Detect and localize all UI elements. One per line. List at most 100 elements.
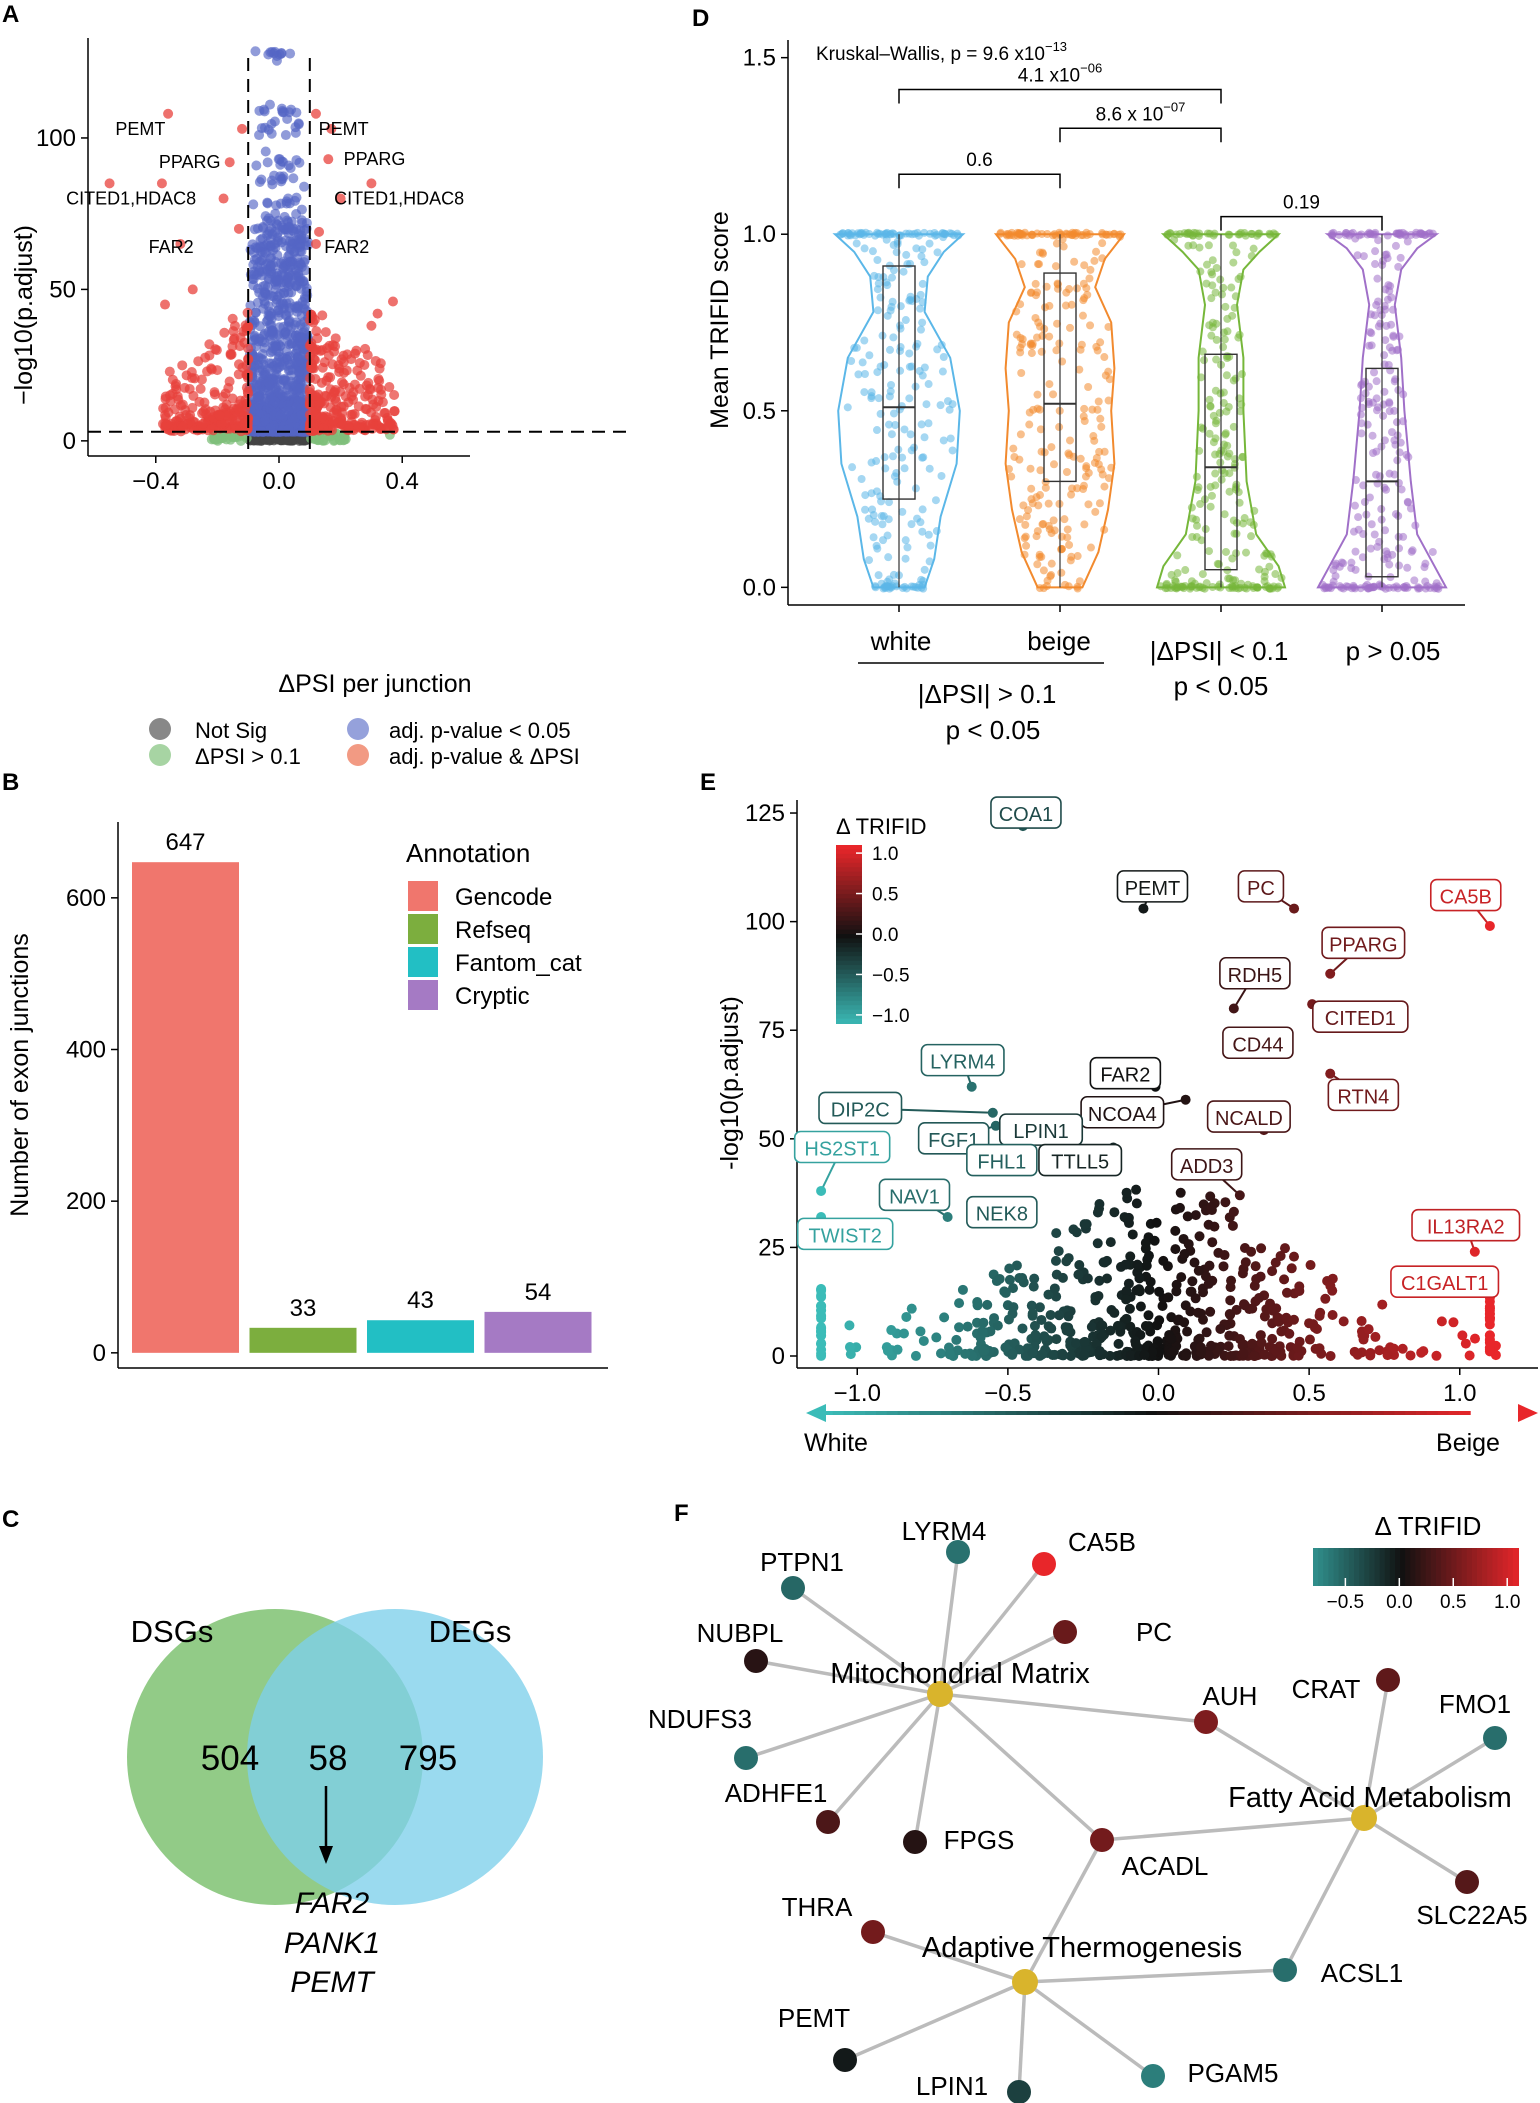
- panel-a-point: [248, 280, 259, 291]
- violin-point: [878, 230, 887, 239]
- violin-point: [1385, 399, 1394, 408]
- panel-e-point: [1094, 1275, 1105, 1286]
- colorbar-segment: [836, 942, 862, 949]
- panel-a-point: [263, 49, 274, 60]
- violin-point: [1104, 322, 1113, 331]
- panel-e-point: [1045, 1309, 1056, 1320]
- violin-point: [1366, 310, 1375, 319]
- panel-e-point: [1193, 1307, 1204, 1318]
- network-edge: [1023, 1839, 1104, 1983]
- violin-point: [1220, 510, 1229, 519]
- panel-e-ytick-label: 50: [758, 1126, 785, 1153]
- gene-point-pemt: [1138, 903, 1149, 914]
- panel-e-point: [1259, 1349, 1270, 1360]
- violin-point: [1052, 239, 1061, 248]
- panel-a-point: [370, 411, 381, 422]
- gene-box-dip2c: [818, 1091, 903, 1125]
- violin-point: [1094, 397, 1103, 406]
- panel-e-point: [1008, 1283, 1019, 1294]
- violin-point: [1033, 390, 1042, 399]
- panel-d-violin: Mean TRIFID score Kruskal–Wallis, p = 9.…: [706, 39, 1465, 745]
- violin-point: [1403, 497, 1412, 506]
- panel-a-point: [269, 170, 280, 181]
- panel-e-point: [1125, 1350, 1136, 1361]
- panel-e-point: [1051, 1228, 1062, 1239]
- violin-point: [1188, 231, 1197, 240]
- violin-point: [1012, 307, 1021, 316]
- panel-a-point: [306, 341, 317, 352]
- venn-deg-circle: [247, 1609, 543, 1905]
- panel-e-point: [1363, 1324, 1374, 1335]
- violin-point: [1173, 569, 1182, 578]
- violin-point: [1381, 526, 1390, 535]
- violin-point: [1009, 444, 1018, 453]
- violin-point: [1358, 403, 1367, 412]
- violin-point: [857, 475, 866, 484]
- violin-point: [1395, 544, 1404, 553]
- panel-a-point: [224, 376, 235, 387]
- violin-point: [1229, 576, 1238, 585]
- panel-e-point: [1029, 1273, 1040, 1284]
- panel-a-point: [195, 383, 206, 394]
- panel-e-point: [1028, 1281, 1039, 1292]
- panel-a-point: [266, 392, 277, 403]
- gene-box-coa1: [990, 796, 1062, 829]
- violin-point: [1389, 331, 1398, 340]
- panel-e-point: [1166, 1312, 1177, 1323]
- violin-point: [948, 446, 957, 455]
- violin-point: [1390, 470, 1399, 479]
- violin-point: [1403, 563, 1412, 572]
- violin-point: [1261, 582, 1270, 591]
- violin-point: [1393, 345, 1402, 354]
- violin-point: [1100, 525, 1109, 534]
- group-label-sig-line1: |ΔPSI| > 0.1: [918, 679, 1057, 709]
- colorbar-segment: [836, 956, 862, 962]
- violin-point: [1198, 570, 1207, 579]
- panel-e-point: [1205, 1191, 1216, 1202]
- violin-point: [1223, 327, 1232, 336]
- violin-point: [906, 430, 915, 439]
- arrow-segment: [1362, 1411, 1374, 1415]
- arrow-segment: [1146, 1411, 1158, 1415]
- violin-point: [1225, 469, 1234, 478]
- colorbar-segment: [1389, 1548, 1396, 1586]
- violin-point: [906, 292, 915, 301]
- network-edge: [1024, 1968, 1286, 1984]
- violin-point: [1357, 230, 1366, 239]
- gene-box-nek8: [966, 1195, 1038, 1229]
- violin-point: [1178, 582, 1187, 591]
- gene-point-pparg: [1325, 968, 1336, 979]
- network-edge: [872, 1930, 1026, 1984]
- panel-e-point: [1004, 1263, 1015, 1274]
- panel-e-point: [1223, 1341, 1234, 1352]
- violin-point: [910, 229, 919, 238]
- violin-point: [1085, 274, 1094, 283]
- violin-point: [917, 575, 926, 584]
- violin-point: [871, 517, 880, 526]
- violin-point: [902, 250, 911, 259]
- panel-a-point: [233, 223, 244, 234]
- legend-label-refseq: Refseq: [455, 917, 531, 944]
- violin-point: [1247, 532, 1256, 541]
- arrow-segment: [1459, 1411, 1471, 1415]
- panel-e-point: [816, 1339, 827, 1350]
- panel-e-point: [1127, 1229, 1138, 1240]
- violin-point: [1084, 500, 1093, 509]
- violin-point: [1080, 416, 1089, 425]
- panel-e-point: [1246, 1246, 1257, 1257]
- panel-a-point: [384, 382, 395, 393]
- panel-e-point: [1314, 1310, 1325, 1321]
- panel-e-point: [1121, 1286, 1132, 1297]
- violin-point: [1354, 525, 1363, 534]
- panel-e-point: [1017, 1323, 1028, 1334]
- violin-point: [1399, 583, 1408, 592]
- violin-point: [1095, 499, 1104, 508]
- panel-a-point: [273, 215, 284, 226]
- panel-d-ytick-label: 1.0: [743, 221, 776, 248]
- violin-point: [1078, 311, 1087, 320]
- violin-point: [1043, 576, 1052, 585]
- violin-point: [1358, 553, 1367, 562]
- panel-e-point: [1047, 1350, 1058, 1361]
- panel-e-point: [1007, 1349, 1018, 1360]
- colorbar-segment: [836, 916, 862, 922]
